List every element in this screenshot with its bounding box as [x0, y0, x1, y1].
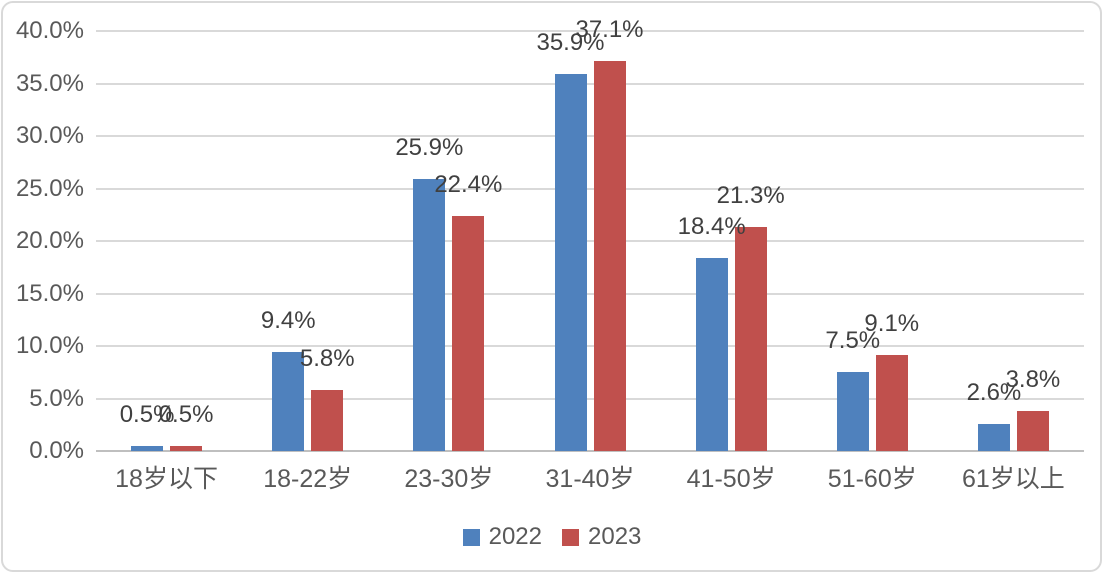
y-tick-label: 10.0% [15, 332, 84, 359]
y-tick-label: 40.0% [15, 17, 84, 44]
data-label-2023: 3.8% [1005, 366, 1061, 394]
y-tick-label: 30.0% [15, 122, 84, 149]
x-axis-label: 18-22岁 [263, 465, 353, 493]
bar-2022 [977, 423, 1010, 451]
grid-line [96, 30, 1084, 32]
legend-swatch-icon [562, 528, 579, 546]
bar-2023 [170, 445, 203, 451]
x-axis-label: 41-50岁 [686, 465, 776, 493]
grid-line [96, 187, 1084, 190]
x-axis-line [96, 450, 1084, 452]
y-tick-label: 25.0% [15, 174, 84, 202]
x-axis-label: 18岁以下 [115, 465, 218, 493]
bar-2023 [452, 215, 485, 451]
x-axis-label: 51-60岁 [827, 465, 917, 493]
x-axis-label: 31-40岁 [545, 465, 635, 493]
legend-item-2023: 2023 [562, 522, 641, 552]
x-axis-label: 23-30岁 [404, 465, 494, 493]
bar-2023 [875, 355, 908, 451]
legend-label: 2023 [588, 523, 642, 550]
data-label-2022: 9.4% [260, 307, 316, 335]
data-label-2023: 21.3% [716, 182, 785, 210]
bar-2022 [695, 257, 728, 451]
bar-2022 [272, 352, 305, 451]
legend-swatch-icon [462, 528, 480, 546]
grid-line [96, 135, 1084, 137]
y-tick-label: 20.0% [15, 227, 84, 254]
grid-line [96, 345, 1084, 347]
y-tick-label: 5.0% [29, 384, 84, 412]
bar-2022 [131, 445, 164, 451]
grid-line [96, 292, 1084, 295]
data-label-2022: 2.6% [966, 378, 1022, 406]
data-label-2022: 0.5% [119, 400, 175, 428]
bar-2023 [593, 61, 626, 451]
data-label-2023: 22.4% [434, 170, 503, 198]
y-tick-label: 35.0% [15, 69, 84, 97]
legend-item-2022: 2022 [462, 522, 542, 552]
bar-2023 [311, 390, 344, 451]
data-label-2022: 18.4% [677, 212, 746, 240]
grid-line [96, 82, 1084, 85]
legend-label: 2022 [488, 523, 542, 550]
x-axis-label: 61岁以上 [962, 465, 1065, 493]
data-label-2023: 5.8% [299, 345, 355, 373]
y-tick-label: 0.0% [29, 437, 84, 464]
data-label-2022: 7.5% [825, 327, 881, 355]
bar-2023 [734, 227, 767, 451]
bar-2022 [413, 179, 446, 451]
data-label-2023: 0.5% [158, 400, 214, 428]
y-tick-label: 15.0% [15, 279, 84, 307]
grid-line [96, 240, 1084, 242]
grid-line [96, 397, 1084, 400]
data-label-2023: 9.1% [864, 310, 920, 338]
data-label-2022: 35.9% [536, 29, 605, 57]
bar-2023 [1016, 411, 1049, 451]
bar-2022 [836, 372, 869, 451]
legend: 2022 2023 [0, 521, 1104, 553]
data-label-2022: 25.9% [395, 134, 464, 162]
data-label-2023: 37.1% [575, 16, 644, 44]
bar-2022 [554, 74, 587, 451]
